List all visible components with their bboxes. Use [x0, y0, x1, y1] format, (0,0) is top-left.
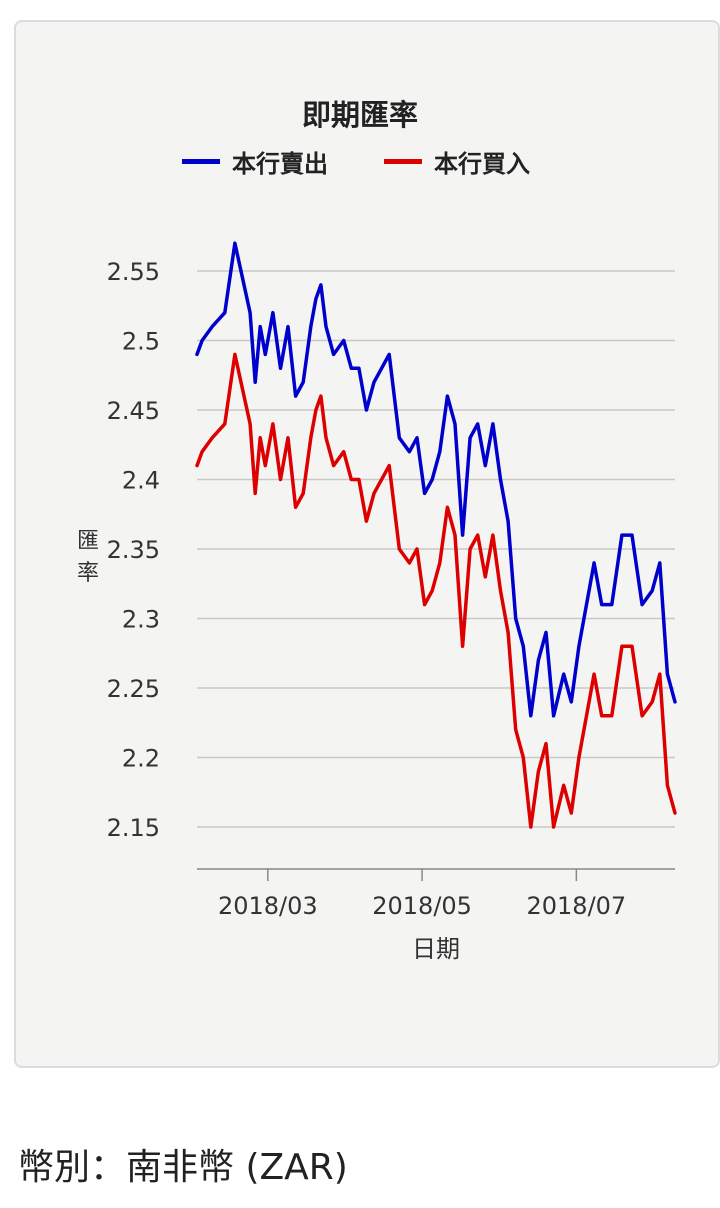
- legend-swatch-sell: [182, 159, 220, 164]
- chart-legend: 本行賣出 本行買入: [0, 144, 720, 180]
- y-tick-label: 2.45: [107, 397, 160, 425]
- line-chart: 2.15 2.2 2.25 2.3 2.35 2.4 2.45 2.5 2.55 2018/03 2…: [77, 241, 677, 963]
- x-tick-label: 2018/03: [218, 892, 318, 920]
- series-line-sell: [195, 241, 677, 718]
- y-tick-label: 2.25: [107, 675, 160, 703]
- y-tick-label: 2.2: [122, 745, 160, 773]
- x-tick-label: 2018/05: [372, 892, 472, 920]
- legend-label-sell: 本行賣出: [232, 150, 328, 178]
- currency-label: 幣別：南非幣 (ZAR): [18, 1147, 348, 1188]
- y-tick-label: 2.35: [107, 536, 160, 564]
- series-line-buy: [195, 352, 677, 829]
- y-tick-label: 2.4: [122, 467, 160, 495]
- y-tick-label: 2.3: [122, 606, 160, 634]
- y-tick-label: 2.55: [107, 258, 160, 286]
- legend-item-sell[interactable]: 本行賣出: [182, 144, 328, 179]
- chart-title: 即期匯率: [301, 98, 418, 132]
- chart-card: [14, 20, 720, 1068]
- y-axis-title: 匯率: [77, 529, 99, 586]
- legend-swatch-buy: [384, 159, 422, 164]
- x-tick-label: 2018/07: [527, 892, 627, 920]
- x-axis-title: 日期: [412, 935, 460, 963]
- legend-label-buy: 本行買入: [434, 150, 530, 178]
- legend-item-buy[interactable]: 本行買入: [384, 144, 530, 179]
- y-tick-label: 2.15: [107, 814, 160, 842]
- y-tick-label: 2.5: [122, 328, 160, 356]
